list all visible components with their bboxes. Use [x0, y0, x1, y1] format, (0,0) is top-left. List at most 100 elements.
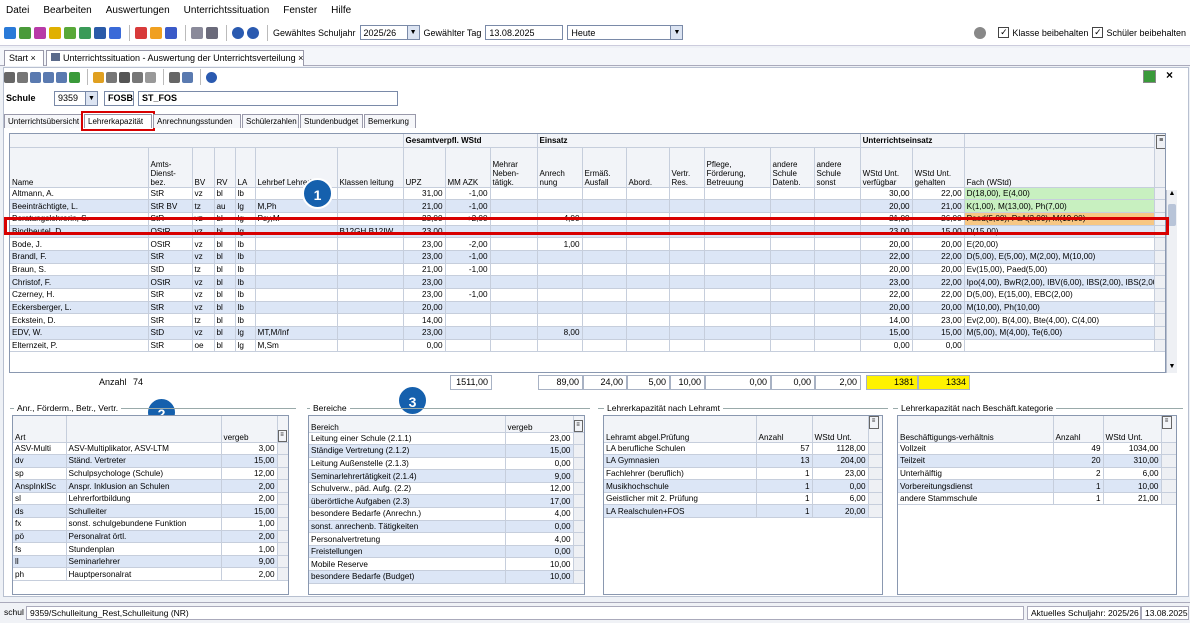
eye-icon[interactable]	[106, 71, 117, 83]
tab-unterrichtssituation[interactable]: Unterrichtssituation - Auswertung der Un…	[46, 50, 304, 66]
document-icon[interactable]	[109, 26, 121, 39]
clipboard-icon[interactable]	[132, 71, 143, 83]
table-row[interactable]: Unterhälftig 2 6,00	[898, 467, 1176, 481]
table-row[interactable]: Eckstein, D. StR tz bl lb 14,00 14,00 23,00 Ev(2…	[10, 313, 1165, 328]
graduation-icon[interactable]	[94, 26, 106, 39]
table-row[interactable]: LA Realschulen+FOS 1 20,00	[604, 504, 882, 519]
info-icon[interactable]	[232, 26, 244, 39]
table-row[interactable]: Czerney, H. StR vz bl lb 23,00 -1,00 22,00 22,00…	[10, 288, 1165, 302]
tag-field[interactable]: 13.08.2025	[485, 25, 564, 40]
table-row[interactable]: AnspInklSc Anspr. Inklusion an Schulen 2,0…	[13, 479, 288, 493]
table-row[interactable]: Vorbereitungsdienst 1 10,00	[898, 479, 1176, 493]
tab-lehrerkapazitaet[interactable]: Lehrerkapazität	[81, 111, 155, 131]
table-row[interactable]: ASV-Multi ASV-Multiplikator, ASV-LTM 3,00	[13, 442, 288, 456]
room-icon[interactable]	[79, 26, 91, 39]
column-header[interactable]: andere Schule Datenb.	[770, 147, 815, 188]
column-header[interactable]: WStd Unt. verfügbar	[860, 147, 913, 188]
lesson-icon[interactable]	[64, 26, 76, 39]
table-row[interactable]: Christof, F. OStR vz bl lb 23,00 23,00 22,00 Ipo…	[10, 275, 1165, 289]
table-row[interactable]: fx sonst. schulgebundene Funktion 1,00	[13, 517, 288, 531]
menu-bearbeiten[interactable]: Bearbeiten	[43, 4, 92, 16]
chevron-down-icon[interactable]: ▼	[670, 26, 683, 39]
column-header[interactable]: Name	[10, 147, 149, 188]
copy-icon[interactable]	[30, 71, 41, 83]
column-header[interactable]: Klassen leitung	[337, 147, 404, 188]
table-row[interactable]: Fachlehrer (beruflich) 1 23,00	[604, 467, 882, 481]
columns-icon[interactable]: ≡	[1155, 135, 1165, 149]
undo-icon[interactable]	[17, 71, 28, 83]
table-row[interactable]: sonst. anrechenb. Tätigkeiten 0,00	[309, 520, 584, 534]
brush-icon[interactable]	[93, 71, 104, 83]
table-row[interactable]: pö Personalrat örtl. 2,00	[13, 530, 288, 544]
table-row[interactable]: Vollzeit 49 1034,00	[898, 442, 1176, 456]
menu-unterrichtssituation[interactable]: Unterrichtssituation	[183, 4, 270, 16]
table-row[interactable]: LA berufliche Schulen 57 1128,00	[604, 442, 882, 456]
table-row[interactable]: Altmann, A. StR vz bl lb 31,00 -1,00 30,00 22,00…	[10, 187, 1165, 201]
teacher-icon[interactable]	[34, 26, 46, 39]
tab-start[interactable]: Start ×	[4, 50, 44, 66]
table-row[interactable]: ph Hauptpersonalrat 2,00	[13, 567, 288, 582]
help-icon[interactable]	[247, 26, 259, 39]
columns-icon[interactable]: ≡	[1161, 416, 1172, 429]
mail-icon[interactable]	[150, 26, 162, 39]
table-row[interactable]: Bode, J. OStR vz bl lb 23,00 -2,00 1,00 20,00 20,…	[10, 237, 1165, 251]
table-row[interactable]: Schulverw., päd. Aufg. (2.2) 12,00	[309, 482, 584, 496]
menu-hilfe[interactable]: Hilfe	[331, 4, 352, 16]
table-row[interactable]: Musikhochschule 1 0,00	[604, 479, 882, 493]
tab-schuelerzahlen[interactable]: Schülerzahlen	[242, 114, 299, 128]
table-row[interactable]: ds Schulleiter 15,00	[13, 504, 288, 519]
column-chooser-button[interactable]: ≡	[1154, 134, 1165, 188]
table-row[interactable]: Geistlicher mit 2. Prüfung 1 6,00	[604, 492, 882, 506]
asv-icon[interactable]	[4, 26, 16, 39]
table-row[interactable]: sl Lehrerfortbildung 2,00	[13, 492, 288, 506]
scissors-icon[interactable]	[119, 71, 130, 83]
user-icon[interactable]	[974, 26, 987, 39]
table-row[interactable]: Freistellungen 0,00	[309, 545, 584, 559]
table-row[interactable]: Eckersberger, L. StR vz bl lb 20,00 20,00 20,00…	[10, 301, 1165, 315]
klasse-checkbox[interactable]: ✓	[998, 27, 1010, 38]
clipboard-icon[interactable]	[206, 26, 218, 39]
table-row[interactable]: besondere Bedarfe (Anrechn.) 4,00	[309, 507, 584, 521]
table-row[interactable]: LA Gymnasien 13 204,00	[604, 454, 882, 468]
columns-icon[interactable]: ≡	[573, 419, 583, 431]
column-header[interactable]: RV	[214, 147, 236, 188]
tab-stundenbudget[interactable]: Stundenbudget	[300, 114, 363, 128]
table-row[interactable]: EDV, W. StD vz bl lg MT,M/Inf 23,00 8,00 15,00 15…	[10, 326, 1165, 340]
column-header[interactable]: MM AZK	[445, 147, 491, 188]
report-icon[interactable]	[135, 26, 147, 39]
table-row[interactable]: Brandl, F. StR vz bl lb 23,00 -1,00 22,00 22,00 D…	[10, 250, 1165, 264]
column-header[interactable]: Abord.	[626, 147, 670, 188]
table-row[interactable]: besondere Bedarfe (Budget) 10,00	[309, 570, 584, 584]
grid-scrollbar[interactable]: ▲ ▼	[1166, 190, 1177, 373]
paste-icon[interactable]	[43, 71, 54, 83]
column-header[interactable]: BV	[192, 147, 215, 188]
heute-select[interactable]: Heute ▼	[567, 25, 684, 40]
column-header[interactable]: andere Schule sonst	[814, 147, 861, 188]
chevron-down-icon[interactable]: ▼	[406, 26, 419, 39]
tab-bemerkung[interactable]: Bemerkung	[364, 114, 416, 128]
book-icon[interactable]	[165, 26, 177, 39]
chevron-down-icon[interactable]: ▼	[1168, 363, 1176, 370]
table-row[interactable]: überörtliche Aufgaben (2.3) 17,00	[309, 494, 584, 509]
columns-icon[interactable]: ≡	[277, 429, 287, 441]
menu-auswertungen[interactable]: Auswertungen	[105, 4, 170, 16]
table-row[interactable]: Beeinträchtigte, L. StR BV tz au lg M,Ph 21,00…	[10, 199, 1165, 213]
column-chooser-button[interactable]: ≡	[1161, 416, 1176, 443]
table-row[interactable]: sp Schulpsychologe (Schule) 12,00	[13, 467, 288, 481]
table-row[interactable]: Elternzeit, P. StR oe bl lg M,Sm 0,00 0,00 0,00	[10, 339, 1165, 353]
table-row[interactable]: dv Ständ. Vertreter 15,00	[13, 454, 288, 468]
table-row[interactable]: Personalvertretung 4,00	[309, 532, 584, 546]
column-header[interactable]: Pflege, Förderung, Betreuung	[704, 147, 771, 188]
copy-icon[interactable]	[191, 26, 203, 39]
close-icon[interactable]: ×	[1166, 68, 1174, 82]
scrollbar-thumb[interactable]	[1168, 204, 1176, 226]
table-row[interactable]: Ständige Vertretung (2.1.2) 15,00	[309, 444, 584, 458]
column-chooser-button[interactable]: ≡	[573, 416, 584, 433]
table-row[interactable]: fs Stundenplan 1,00	[13, 542, 288, 556]
table-row[interactable]: Teilzeit 20 310,00	[898, 454, 1176, 468]
refresh-icon[interactable]	[69, 71, 80, 83]
menu-datei[interactable]: Datei	[6, 4, 30, 16]
column-header[interactable]: Mehrar Neben-tätigk.	[490, 147, 538, 188]
column-header[interactable]: WStd Unt. gehalten	[912, 147, 965, 188]
schuljahr-select[interactable]: 2025/26 ▼	[359, 25, 420, 40]
